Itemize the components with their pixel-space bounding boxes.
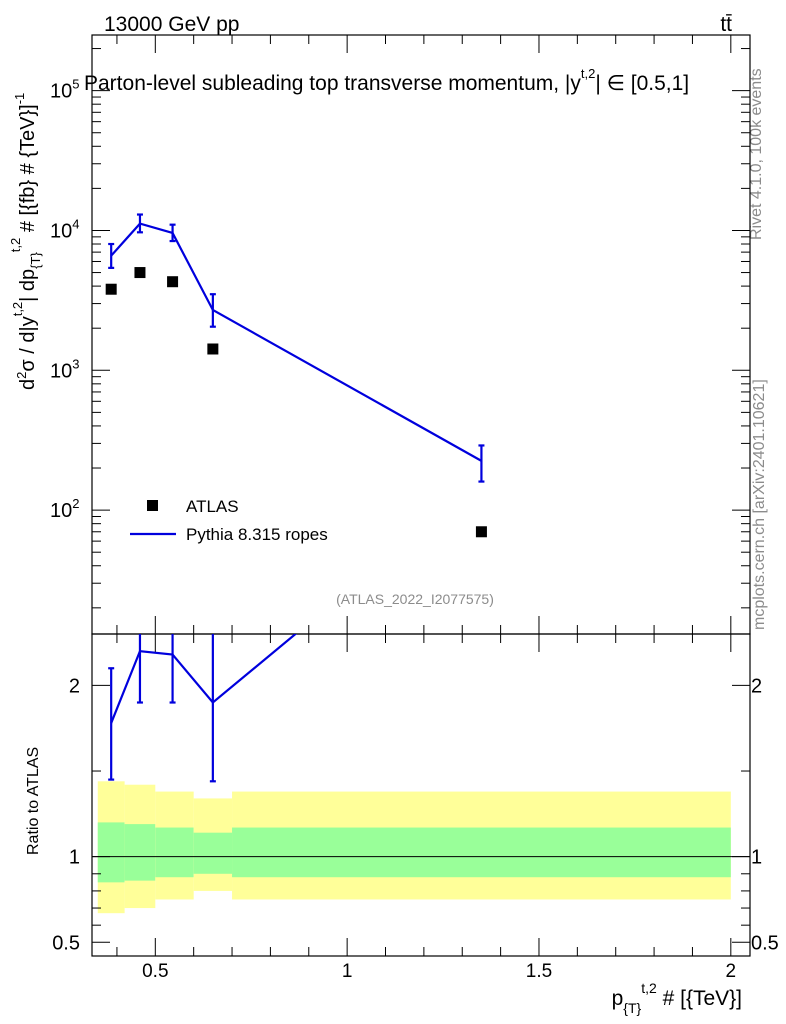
ratio-ytick-label: 0.5 (52, 932, 80, 954)
main-ytick-label: 104 (50, 216, 79, 242)
ylabel-part-c-sup: t,2 (8, 238, 23, 252)
ratio-series (108, 634, 298, 783)
ratio-ytick-label-right: 1 (751, 847, 762, 869)
ratio-ylabel: Ratio to ATLAS (25, 747, 42, 855)
ratio-ytick-label: 1 (69, 847, 80, 869)
atlas-point (134, 267, 146, 279)
ratio-frame (91, 633, 751, 957)
ratio-ytick-label-right: 0.5 (751, 932, 779, 954)
title-tail: | ∈ [0.5,1] (595, 72, 689, 95)
xlabel-part-a-sup: t,2 (641, 980, 657, 996)
xlabel: p{T}t,2 # [{TeV}] (612, 980, 742, 1016)
green-band-bin (193, 832, 233, 874)
xtick-label: 1 (342, 961, 353, 982)
rivet-label: Rivet 4.1.0, 100k events (748, 68, 765, 240)
header-right: tt̄ (720, 13, 732, 36)
ylabel-part-a: d (17, 379, 39, 390)
pythia-line (110, 222, 482, 462)
ylabel-part-c: | dp (17, 269, 39, 302)
atlas-point (475, 526, 487, 538)
ylabel-part-c-sub: {T} (28, 252, 43, 269)
xtick-label: 1.5 (526, 961, 552, 982)
ratio-series-group (108, 634, 298, 783)
main-ytick-label: 105 (50, 77, 79, 103)
xlabel-part-a: p (612, 987, 624, 1010)
main-axis-ticks: 102 103 104 105 (50, 35, 750, 634)
legend-atlas-label: ATLAS (186, 497, 239, 516)
atlas-point (207, 343, 219, 355)
atlas-point (105, 283, 117, 295)
ratio-ytick-label: 2 (69, 675, 80, 697)
xtick-label: 0.5 (142, 961, 168, 982)
main-frame (91, 34, 751, 635)
ylabel-part-a-sup: 2 (14, 372, 29, 379)
ylabel-part-d-sup: -1 (12, 93, 27, 105)
mcplots-label: mcplots.cern.ch [arXiv:2401.10621] (751, 379, 768, 630)
ylabel-part-b-sup: t,2 (10, 302, 25, 316)
legend-atlas-marker (147, 500, 158, 511)
plot-title: Parton-level subleading top transverse m… (84, 66, 689, 95)
main-ytick-label: 103 (50, 356, 79, 382)
green-band-bin (232, 827, 731, 878)
atlas-point (167, 276, 179, 288)
xlabel-part-b: # [{TeV}] (657, 987, 742, 1010)
xlabel-part-a-sub: {T} (623, 1000, 641, 1016)
ratio-ytick-label-right: 2 (751, 675, 762, 697)
title-main: Parton-level subleading top transverse m… (84, 72, 581, 95)
main-series (105, 213, 487, 538)
legend-pythia-label: Pythia 8.315 ropes (186, 525, 328, 544)
green-band-bin (124, 824, 156, 881)
ylabel-part-b: σ / d|y (17, 316, 39, 371)
green-band-bin (97, 822, 125, 883)
green-band-bin (155, 827, 194, 878)
main-ylabel: d2σ / d|yt,2| dp{T}t,2 # [{fb} # {TeV}]-… (8, 93, 43, 390)
ratio-bands (97, 781, 731, 914)
title-sup: t,2 (581, 66, 595, 81)
xtick-label: 2 (726, 961, 737, 982)
ratio-axis-ticks: 0.5 1 1.5 2 0.5 0.5 1 1 2 2 (52, 634, 779, 982)
ylabel-part-d: # [{fb} # {TeV}] (17, 104, 39, 237)
analysis-watermark: (ATLAS_2022_I2077575) (336, 591, 494, 607)
header-left: 13000 GeV pp (104, 13, 239, 36)
main-ytick-label: 102 (50, 496, 79, 522)
